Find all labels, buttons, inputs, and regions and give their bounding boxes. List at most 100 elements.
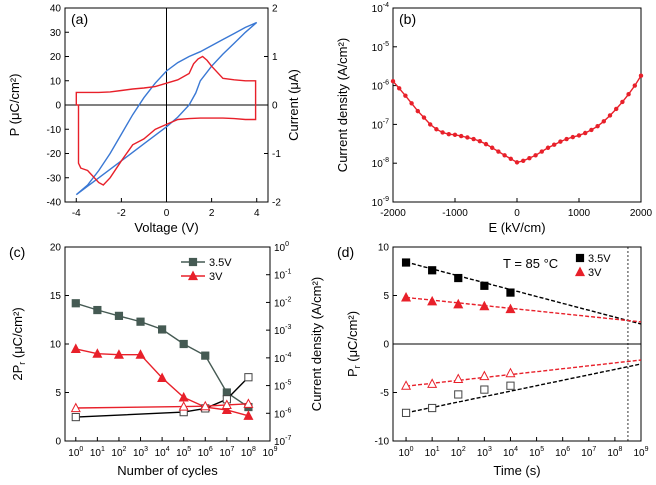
jv-marker xyxy=(539,149,544,154)
pv-loop-line xyxy=(75,21,258,196)
y-right-axis-label: Current density (A/cm²) xyxy=(309,277,324,411)
legend-marker-3 xyxy=(574,266,586,277)
y-tick-label: 10-5 xyxy=(372,41,389,54)
panel-a: -4 -2 0 2 4403020100-10-20-30-40210-1-2(a)Vo… xyxy=(7,4,301,236)
y-left-tick-label: -20 xyxy=(47,149,62,160)
y-left-tick-label: -10 xyxy=(47,125,62,136)
y-label-unit: (μC/cm²) xyxy=(345,311,360,365)
y-right-tick-label: -2 xyxy=(272,198,281,209)
x-axis-label: Number of cycles xyxy=(117,463,218,478)
current-line xyxy=(75,55,257,186)
x-tick-label: 108 xyxy=(607,446,622,459)
jv-marker xyxy=(570,134,575,140)
tick-exponent: 0 xyxy=(79,446,83,453)
jv-marker xyxy=(434,127,439,132)
y-left-tick-label: 20 xyxy=(50,52,62,63)
fit-line-0 xyxy=(405,261,642,325)
jv-marker xyxy=(607,113,613,118)
jv-marker xyxy=(589,127,594,133)
y-tick-label: -10 xyxy=(375,437,390,448)
series-marker-3 xyxy=(401,408,411,417)
series-marker-2 xyxy=(427,378,438,388)
series-marker-2 xyxy=(505,367,516,378)
series-marker-3 xyxy=(221,399,232,410)
series-marker-0 xyxy=(136,317,145,326)
tick-exponent: 0 xyxy=(410,446,414,453)
series-marker-2 xyxy=(401,380,412,390)
y-right-tick-label: 100 xyxy=(274,241,289,254)
x-tick-label: -2 xyxy=(117,208,126,219)
panel-label-d: (d) xyxy=(337,244,354,260)
jv-line xyxy=(392,75,642,164)
series-marker-1 xyxy=(453,298,464,309)
legend-label-35: 3.5V xyxy=(588,253,611,265)
x-tick-label: 109 xyxy=(633,446,648,459)
x-tick-label: 2000 xyxy=(630,208,653,219)
series-marker-0 xyxy=(71,299,80,308)
tick-exponent: 5 xyxy=(187,446,191,453)
x-tick-label: 101 xyxy=(90,446,105,459)
tick-exponent: 9 xyxy=(274,446,278,453)
series-marker-0 xyxy=(222,388,231,397)
tick-exponent: 2 xyxy=(123,446,127,453)
jv-marker xyxy=(428,122,433,127)
series-marker-1 xyxy=(135,349,146,359)
series-marker-1 xyxy=(221,404,232,415)
x-tick-label: 108 xyxy=(241,446,256,459)
fit-line-1 xyxy=(406,296,642,323)
jv-marker xyxy=(409,101,414,106)
x-tick-label: 103 xyxy=(133,446,148,459)
panel-label-b: (b) xyxy=(399,11,416,27)
y-label-main: P xyxy=(345,368,360,377)
x-tick-label: 100 xyxy=(399,446,414,459)
legend-marker-35 xyxy=(188,257,198,267)
x-tick-label: 0 xyxy=(514,208,520,219)
series-marker-3 xyxy=(428,403,437,413)
x-tick-label: 1000 xyxy=(568,208,591,219)
y-label-sub: r xyxy=(352,365,362,368)
series-marker-3 xyxy=(454,390,463,399)
tick-exponent: -5 xyxy=(383,41,389,48)
series-marker-1 xyxy=(178,391,189,402)
jv-marker xyxy=(601,119,606,124)
series-marker-0 xyxy=(158,325,167,334)
jv-marker xyxy=(632,83,637,88)
jv-marker xyxy=(564,136,569,142)
tick-exponent: 1 xyxy=(101,446,105,453)
series-marker-0 xyxy=(201,351,210,360)
jv-marker xyxy=(552,142,557,147)
x-tick-label: 109 xyxy=(262,446,277,459)
tick-exponent: 9 xyxy=(645,446,649,453)
jv-marker xyxy=(545,145,551,150)
series-marker-3 xyxy=(243,398,254,408)
y-right-tick-label: 1 xyxy=(272,52,278,63)
jv-marker xyxy=(558,139,563,144)
series-marker-1 xyxy=(505,303,516,314)
y-left-tick-label: -30 xyxy=(47,173,62,184)
series-marker-2 xyxy=(71,412,80,422)
x-tick-label: 102 xyxy=(111,446,126,459)
jv-marker xyxy=(527,155,532,161)
y-right-tick-label: 10-1 xyxy=(274,269,291,282)
jv-marker xyxy=(521,158,526,164)
jv-marker xyxy=(390,78,396,84)
tick-exponent: -1 xyxy=(285,269,291,276)
series-line-3 xyxy=(75,403,249,409)
jv-marker xyxy=(496,149,501,154)
series-marker-0 xyxy=(454,273,463,283)
jv-marker xyxy=(514,160,520,165)
y-right-tick-label: -1 xyxy=(272,149,281,160)
series-marker-0 xyxy=(506,288,515,297)
tick-exponent: 8 xyxy=(252,446,256,453)
jv-marker xyxy=(446,131,451,137)
y-left-tick-label: 5 xyxy=(55,388,61,399)
x-tick-label: 103 xyxy=(477,446,492,459)
tick-exponent: -8 xyxy=(383,157,389,164)
jv-marker xyxy=(533,153,538,158)
plot-frame xyxy=(392,7,642,203)
series-marker-2 xyxy=(244,373,253,382)
series-marker-1 xyxy=(401,291,412,302)
tick-exponent: 7 xyxy=(230,446,234,453)
jv-marker xyxy=(626,92,631,97)
